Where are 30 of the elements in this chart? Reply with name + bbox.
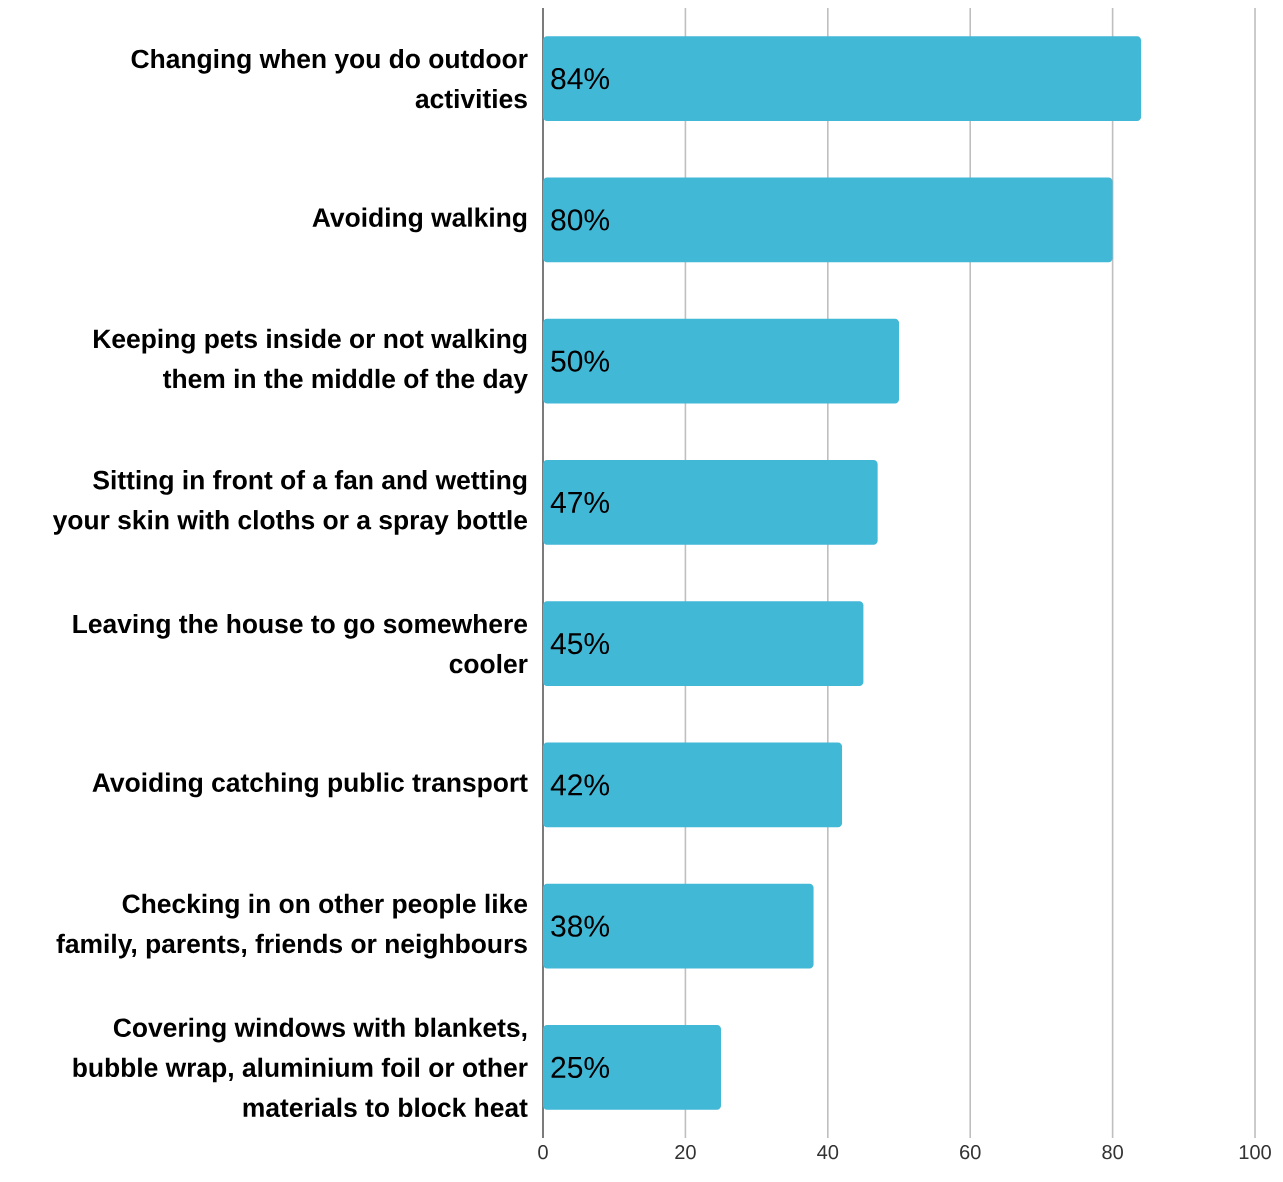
data-label: 45% (550, 633, 610, 655)
y-tick-label: Avoiding walking (312, 207, 527, 233)
x-tick-label: 80 (1102, 1145, 1123, 1160)
x-tick-label: 100 (1239, 1145, 1271, 1160)
y-tick-label: Leaving the house to go somewhere cooler (73, 613, 528, 674)
bar (543, 460, 878, 545)
bar (543, 883, 814, 969)
bar (543, 1025, 722, 1110)
x-tick-label: 40 (817, 1145, 839, 1160)
y-tick-label: Keeping pets inside or not walking them in the middle of the day (94, 328, 528, 394)
x-tick-label: 60 (960, 1145, 981, 1160)
data-label: 47% (550, 491, 610, 513)
bar (543, 36, 1142, 122)
data-label: 38% (551, 915, 610, 937)
bar (543, 742, 843, 828)
bar (543, 601, 864, 687)
y-tick-label: Changing when you do outdoor activities (131, 48, 528, 109)
data-label: 84% (551, 68, 610, 90)
y-tick-label: Avoiding catching public transport (92, 772, 528, 798)
bar (543, 177, 1113, 263)
data-label: 25% (551, 1056, 610, 1078)
data-label: 42% (550, 774, 610, 796)
bar (543, 318, 900, 404)
y-tick-label: Covering windows with blankets, bubble wrap, aluminium foil or other materials to block heat (73, 1017, 528, 1118)
x-tick-label: 20 (675, 1145, 696, 1160)
data-label: 50% (551, 350, 610, 372)
y-tick-label: Sitting in front of a fan and wetting your skin with cloths or a spray bottle (52, 470, 528, 535)
y-tick-label: Checking in on other people like family, parents, friends or neighbours (56, 893, 528, 959)
x-tick-label: 0 (538, 1145, 548, 1160)
data-label: 80% (551, 209, 610, 231)
